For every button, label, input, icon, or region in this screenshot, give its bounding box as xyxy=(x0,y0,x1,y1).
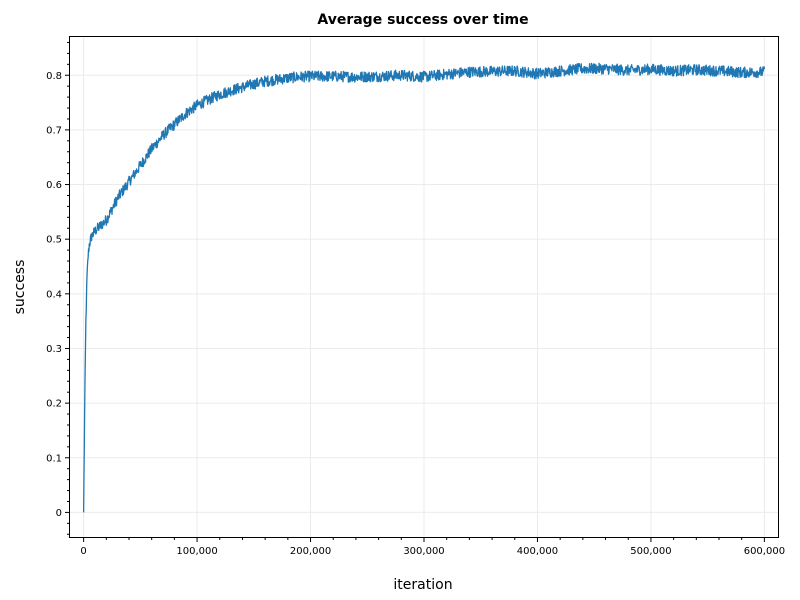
y-tick-label: 0.3 xyxy=(46,344,62,355)
y-tick-label: 0.7 xyxy=(46,125,62,136)
x-tick-label: 100,000 xyxy=(176,546,217,557)
y-tick-label: 0.1 xyxy=(46,453,62,464)
x-axis-label: iteration xyxy=(393,577,452,593)
chart-title: Average success over time xyxy=(317,12,528,28)
x-tick-label: 600,000 xyxy=(744,546,785,557)
grid xyxy=(70,37,778,537)
y-tick-label: 0 xyxy=(56,508,62,519)
y-tick-label: 0.4 xyxy=(46,289,62,300)
y-axis-label: success xyxy=(12,260,28,315)
x-tick-label: 0 xyxy=(80,546,86,557)
y-tick-label: 0.8 xyxy=(46,71,62,82)
x-tick-label: 500,000 xyxy=(630,546,671,557)
y-tick-label: 0.5 xyxy=(46,235,62,246)
series-line xyxy=(82,62,766,513)
y-tick-label: 0.2 xyxy=(46,399,62,410)
y-tick-label: 0.6 xyxy=(46,180,62,191)
series-layer xyxy=(82,62,766,513)
x-tick-label: 300,000 xyxy=(403,546,444,557)
axis-ticks: 0 100,000 200,000 300,000 400,000 500,000 600,… xyxy=(46,41,785,557)
x-tick-label: 200,000 xyxy=(290,546,331,557)
x-tick-label: 400,000 xyxy=(517,546,558,557)
